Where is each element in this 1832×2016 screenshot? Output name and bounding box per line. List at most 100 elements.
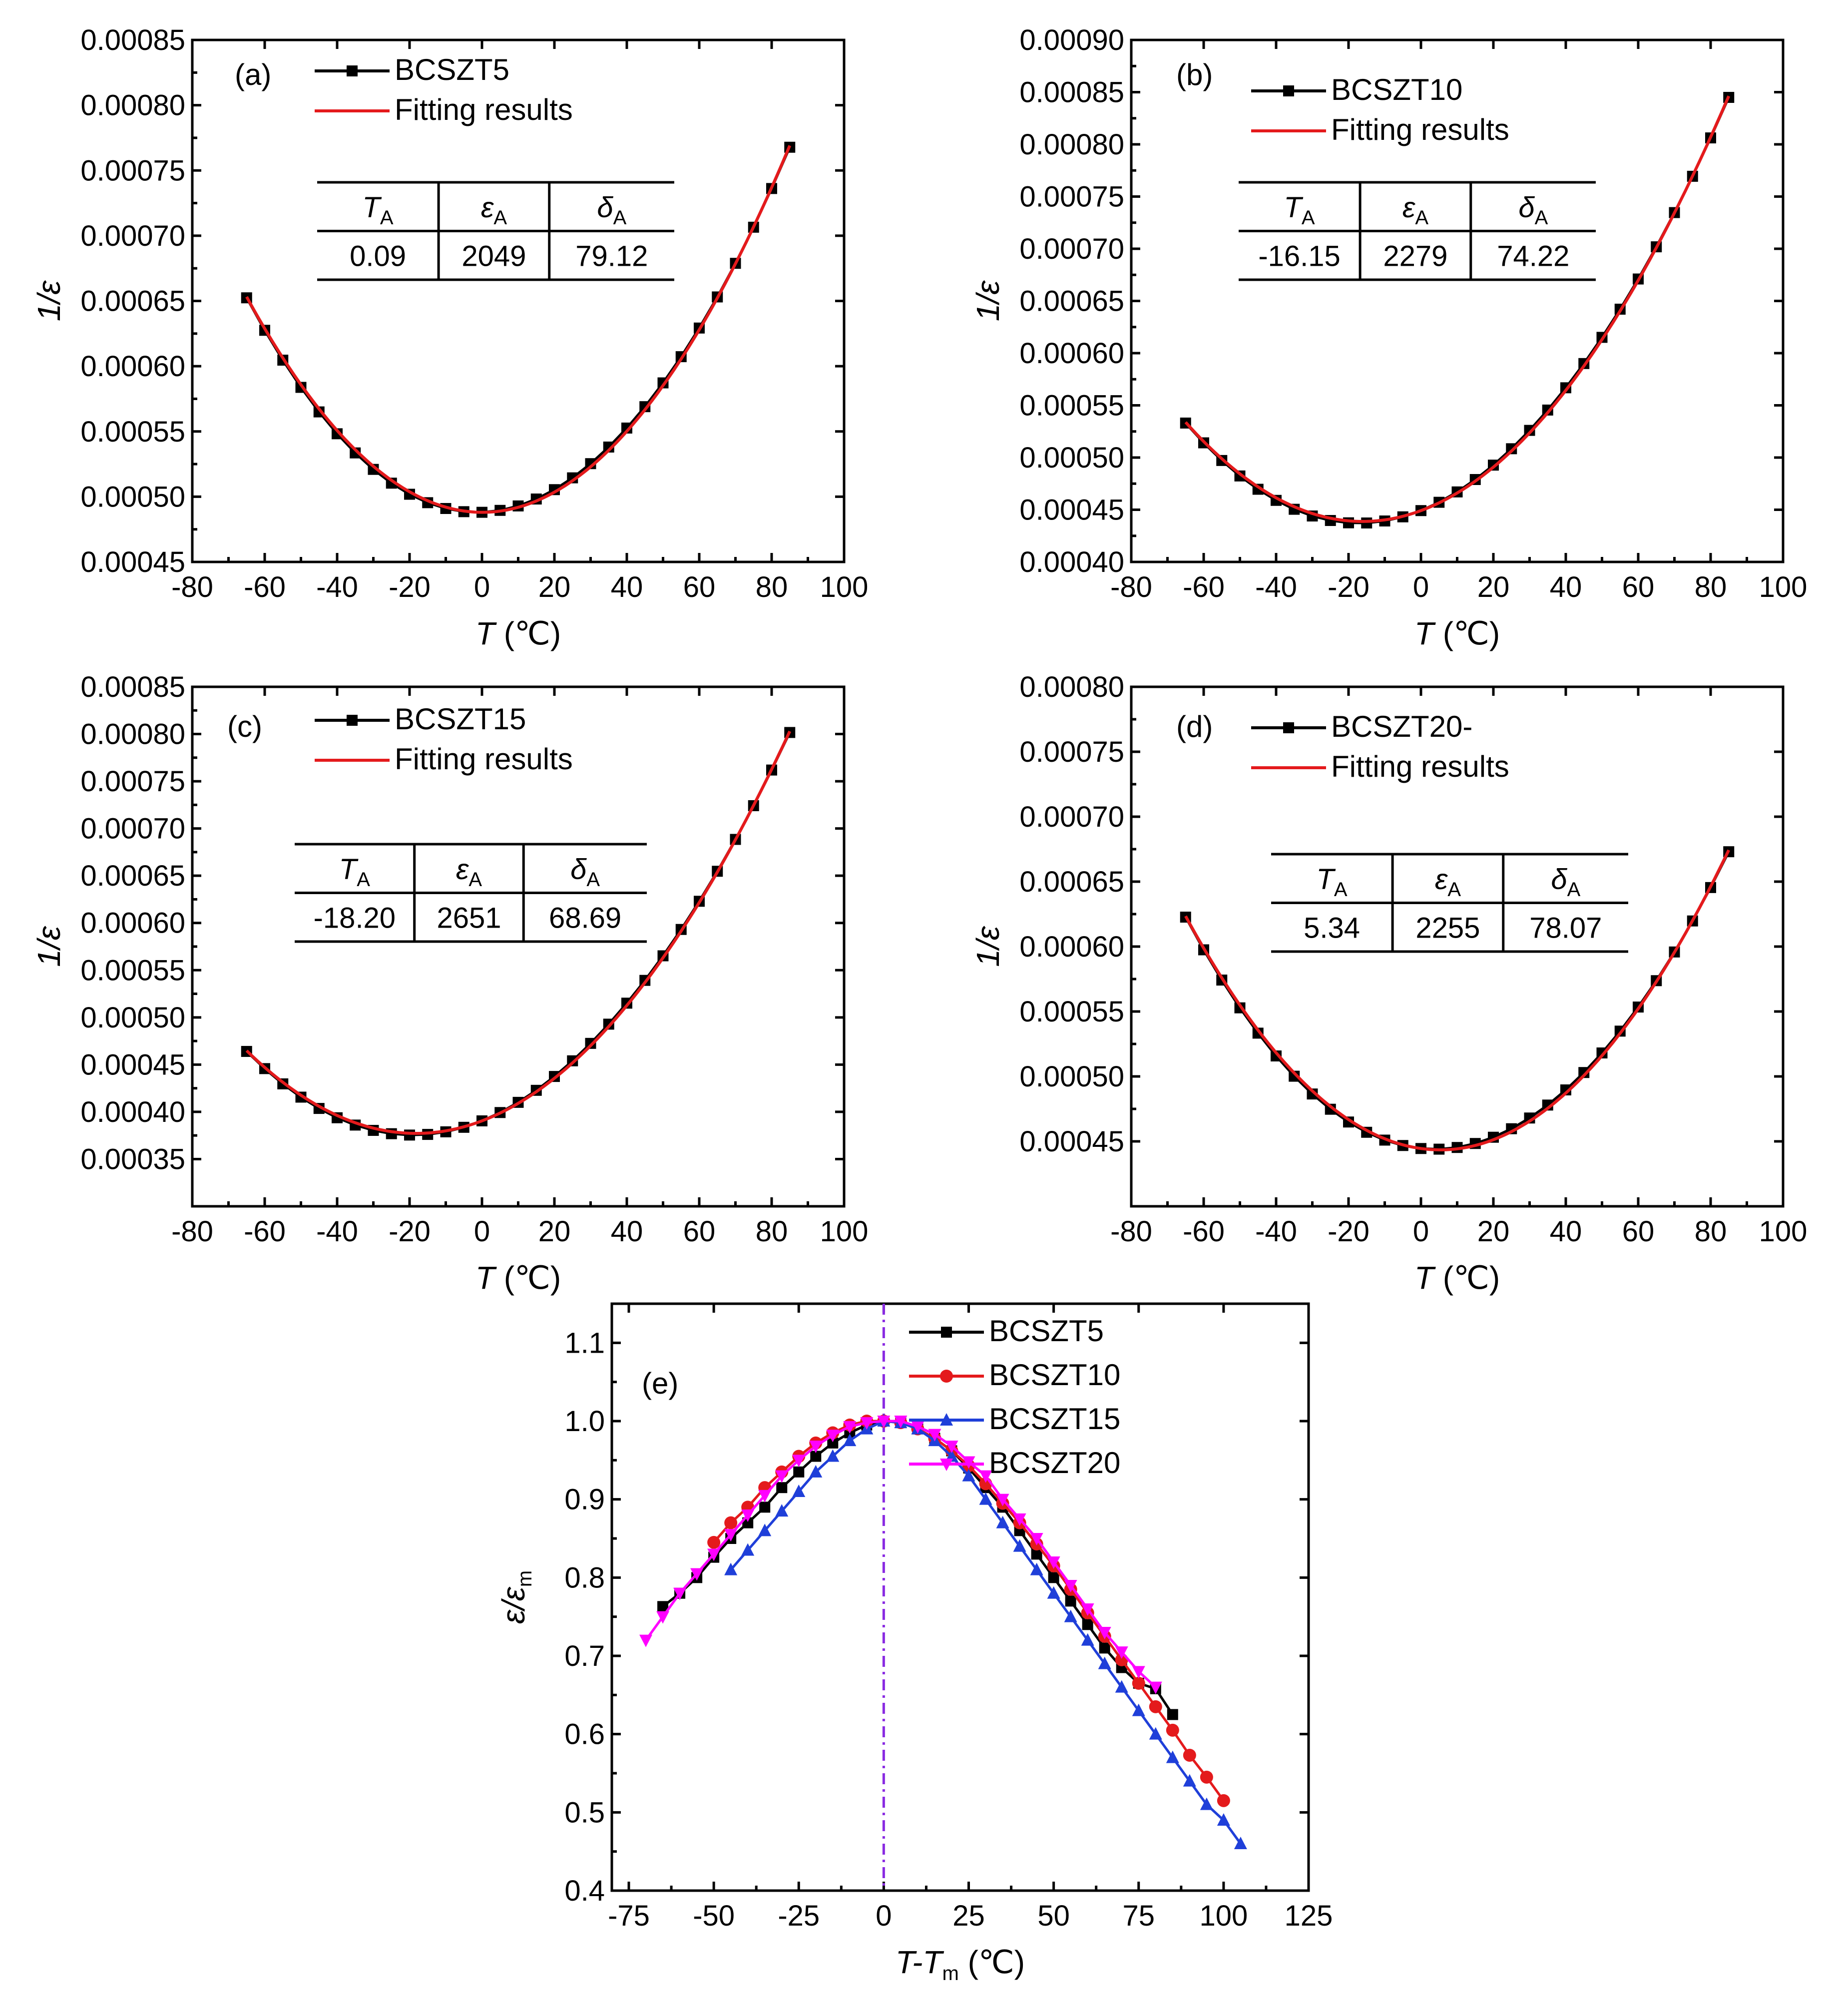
BCSZT20-point-24 <box>1047 1556 1060 1569</box>
x-tick-label: -20 <box>1328 1215 1370 1248</box>
y-tick-label: 0.00065 <box>80 285 185 318</box>
BCSZT5-point-6 <box>759 1502 771 1513</box>
legend: BCSZT20- Fitting results <box>1251 710 1509 783</box>
x-tick-label: -40 <box>1255 571 1297 603</box>
x-tick-label: 40 <box>1550 1215 1582 1248</box>
x-tick-label: 60 <box>683 571 716 603</box>
parameter-table: TA εA δA 0.09 2049 79.12 <box>317 181 674 281</box>
table-header: εA <box>1402 191 1429 229</box>
BCSZT5-point-0 <box>657 1601 669 1612</box>
y-tick-label: 0.00045 <box>1019 494 1124 526</box>
x-tick-label: 0 <box>1413 571 1429 603</box>
x-tick-label: -40 <box>1255 1215 1297 1248</box>
x-tick-label: 75 <box>1122 1900 1155 1932</box>
BCSZT5-point-10 <box>827 1437 839 1449</box>
BCSZT20-point-12 <box>843 1421 857 1434</box>
y-tick-label: 0.00050 <box>1019 442 1124 474</box>
Fitting results-line <box>1184 95 1731 523</box>
y-tick-label: 0.00055 <box>80 954 185 987</box>
y-tick-label: 0.00040 <box>1019 546 1124 578</box>
BCSZT15-point-2 <box>758 1523 772 1536</box>
BCSZT5-point-5 <box>742 1517 754 1528</box>
x-tick-label: 60 <box>1622 571 1655 603</box>
BCSZT15-point-15 <box>979 1492 992 1505</box>
table-header: TA <box>1284 191 1315 229</box>
legend-BCSZT5-point-0 <box>941 1327 952 1338</box>
legend-BCSZT15-point-0 <box>347 715 358 726</box>
series-BCSZT10 <box>1180 91 1735 528</box>
panel-label: (a) <box>235 58 271 91</box>
y-tick-label: 1.1 <box>564 1327 605 1359</box>
y-axis-title: 1/ε <box>31 280 67 321</box>
y-tick-label: 0.9 <box>564 1484 605 1516</box>
legend: BCSZT15 Fitting results <box>315 702 573 776</box>
y-tick-label: 0.00065 <box>80 860 185 892</box>
y-tick-label: 0.00060 <box>80 350 185 383</box>
BCSZT10-point-10 <box>1361 517 1373 528</box>
BCSZT20-point-25 <box>1064 1580 1077 1592</box>
x-tick-label: 25 <box>952 1900 985 1932</box>
y-tick-label: 0.00070 <box>1019 801 1124 833</box>
legend-BCSZT10-point-0 <box>940 1370 953 1383</box>
y-tick-label: 0.00065 <box>1019 866 1124 898</box>
x-tick-label: 80 <box>756 571 788 603</box>
BCSZT20-point-10 <box>809 1441 823 1454</box>
BCSZT20-point-11 <box>826 1430 840 1443</box>
BCSZT5-point-23 <box>1048 1572 1059 1583</box>
BCSZT20-point-27 <box>1098 1627 1111 1639</box>
BCSZT20-point-15 <box>894 1416 908 1428</box>
panel-2: -80 -60 -40 -20 0 20 40 60 80 100 0.00035 0.00040 0.… <box>31 671 868 1296</box>
BCSZT15-point-19 <box>585 1037 596 1049</box>
BCSZT15-point-5 <box>809 1465 823 1478</box>
BCSZT5-line <box>245 146 791 514</box>
BCSZT5-point-5 <box>332 428 343 440</box>
x-axis-title: T (℃) <box>1414 1260 1500 1296</box>
Fitting results-line <box>245 145 792 514</box>
table-value: 2651 <box>437 902 501 935</box>
BCSZT15-point-3 <box>775 1504 789 1517</box>
BCSZT5-point-20 <box>603 441 614 453</box>
y-axis-title: 1/ε <box>970 280 1006 321</box>
x-tick-label: -60 <box>1183 571 1225 603</box>
table-header: εA <box>456 853 482 891</box>
legend-label: BCSZT20- <box>1331 710 1472 743</box>
BCSZT5-point-8 <box>793 1466 805 1478</box>
x-tick-label: 60 <box>683 1215 716 1248</box>
x-axis-title: T (℃) <box>1414 615 1500 651</box>
BCSZT20--point-5 <box>1271 1050 1282 1061</box>
BCSZT5-point-21 <box>621 422 632 434</box>
x-tick-label: 20 <box>1477 1215 1510 1248</box>
y-tick-label: 0.00080 <box>80 718 185 751</box>
y-tick-label: 0.00085 <box>80 671 185 703</box>
table-header: δA <box>1518 191 1548 229</box>
table-header: TA <box>339 853 370 891</box>
legend-label: BCSZT10 <box>1331 73 1462 106</box>
BCSZT10-point-30 <box>1217 1794 1230 1807</box>
panel-0: -80 -60 -40 -20 0 20 40 60 80 100 0.00045 0.00050 0.… <box>31 24 868 651</box>
BCSZT15-point-4 <box>792 1485 806 1497</box>
legend-label: BCSZT15 <box>989 1402 1120 1436</box>
panel-4: -75 -50 -25 0 25 50 75 100 125 0.4 0.5 0.6 0.7 0.8 0.9… <box>495 1302 1333 1985</box>
BCSZT5-point-9 <box>810 1451 822 1462</box>
BCSZT20-point-18 <box>945 1441 958 1454</box>
BCSZT5-point-24 <box>1065 1595 1076 1607</box>
legend-BCSZT15-point-0 <box>940 1413 953 1426</box>
BCSZT15-point-0 <box>724 1562 738 1575</box>
y-tick-label: 0.00055 <box>1019 996 1124 1028</box>
BCSZT20--point-8 <box>1325 1103 1336 1115</box>
legend-label: BCSZT10 <box>989 1358 1120 1392</box>
BCSZT15-point-21 <box>1081 1633 1094 1646</box>
BCSZT20-point-21 <box>996 1494 1009 1507</box>
BCSZT20-point-6 <box>741 1510 755 1522</box>
BCSZT20-point-4 <box>707 1548 721 1561</box>
table-value: 78.07 <box>1529 912 1602 945</box>
x-tick-label: 0 <box>474 1215 490 1248</box>
parameter-table: TA εA δA 5.34 2255 78.07 <box>1271 853 1628 953</box>
x-tick-label: 80 <box>756 1215 788 1248</box>
BCSZT15-point-16 <box>996 1515 1009 1528</box>
BCSZT15-point-22 <box>1098 1656 1111 1669</box>
x-tick-label: 60 <box>1622 1215 1655 1248</box>
BCSZT20-point-23 <box>1030 1533 1043 1545</box>
y-tick-label: 0.00080 <box>80 89 185 122</box>
legend-label: BCSZT15 <box>395 702 526 736</box>
